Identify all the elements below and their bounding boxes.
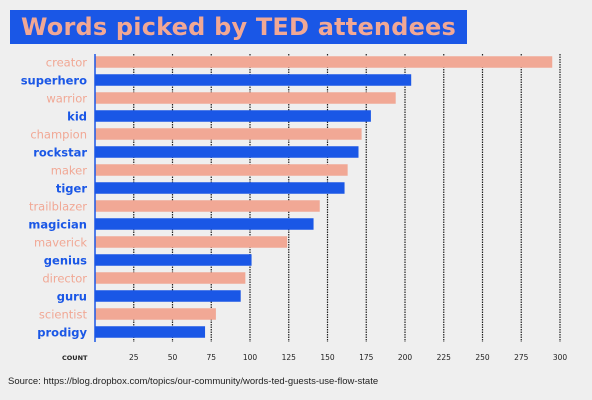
bar-maker	[95, 164, 348, 176]
bar-champion	[95, 128, 362, 140]
bar-maverick	[95, 236, 288, 248]
bar-magician	[95, 218, 314, 230]
category-label: warrior	[46, 92, 87, 106]
bar-rockstar	[95, 146, 359, 158]
bar-scientist	[95, 308, 216, 320]
category-label: creator	[46, 56, 87, 70]
bar-director	[95, 272, 246, 284]
x-tick-label: 175	[359, 353, 374, 362]
x-tick-label: 100	[243, 353, 258, 362]
x-tick-label: 300	[553, 353, 568, 362]
bar-kid	[95, 110, 371, 122]
category-label: scientist	[39, 308, 88, 322]
category-label: champion	[30, 128, 87, 142]
bar-trailblazer	[95, 200, 320, 212]
x-tick-label: 50	[168, 353, 178, 362]
bar-prodigy	[95, 326, 206, 338]
category-label: trailblazer	[29, 200, 87, 214]
category-label: genius	[44, 254, 87, 268]
bar-genius	[95, 254, 252, 266]
bar-warrior	[95, 92, 396, 104]
x-axis-label: COUNT	[62, 354, 88, 362]
x-tick-label: 200	[398, 353, 413, 362]
category-label: kid	[67, 110, 87, 124]
bar-tiger	[95, 182, 345, 194]
category-label: prodigy	[37, 326, 87, 340]
category-label: maverick	[34, 236, 87, 250]
category-label: tiger	[56, 182, 87, 196]
bar-guru	[95, 290, 241, 302]
x-tick-label: 225	[437, 353, 452, 362]
chart-title: Words picked by TED attendees	[20, 13, 457, 41]
source-note: Source: https://blog.dropbox.com/topics/…	[8, 376, 379, 387]
category-label: magician	[28, 218, 87, 232]
category-label: maker	[51, 164, 88, 178]
x-tick-label: 25	[129, 353, 139, 362]
category-label: superhero	[21, 74, 87, 88]
category-label: director	[42, 272, 87, 286]
x-tick-label: 275	[514, 353, 529, 362]
bar-superhero	[95, 74, 412, 86]
category-label: rockstar	[33, 146, 87, 160]
x-tick-label: 125	[282, 353, 297, 362]
chart-title-box: Words picked by TED attendees	[10, 10, 467, 44]
x-tick-label: 75	[206, 353, 216, 362]
x-tick-label: 250	[475, 353, 490, 362]
x-tick-label: 150	[320, 353, 335, 362]
bar-creator	[95, 56, 553, 68]
category-label: guru	[57, 290, 87, 304]
